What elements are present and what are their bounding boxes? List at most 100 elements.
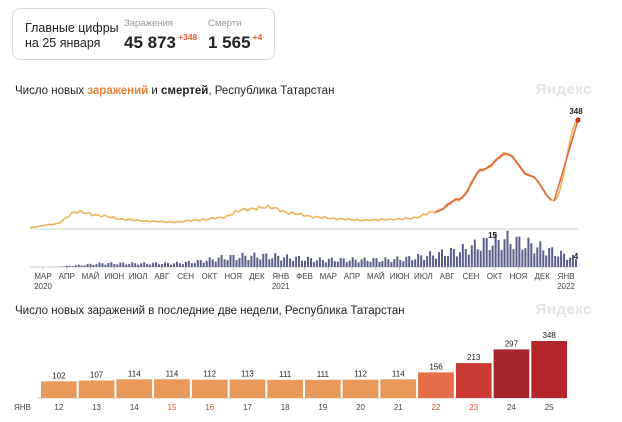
deaths-bar <box>426 256 429 267</box>
deaths-bar <box>292 260 295 267</box>
x-tick-label: АВГ <box>440 272 456 281</box>
deaths-bar <box>149 264 152 267</box>
deaths-bar <box>572 254 574 267</box>
deaths-bar <box>342 258 345 267</box>
deaths-stat: Смерти 1 565 +4 <box>208 18 262 53</box>
deaths-bar <box>393 259 396 267</box>
deaths-bar <box>345 262 348 267</box>
bar-category-label: 17 <box>243 403 252 412</box>
deaths-bar <box>348 260 351 267</box>
deaths-bar <box>357 262 360 267</box>
deaths-bar <box>280 260 283 267</box>
deaths-bar <box>464 249 467 267</box>
deaths-bar <box>217 257 220 267</box>
bar-value-label: 112 <box>203 370 216 379</box>
deaths-bar <box>238 258 241 267</box>
deaths-bar <box>488 250 491 267</box>
daily-bar <box>191 379 228 398</box>
deaths-bar <box>265 253 268 267</box>
deaths-bar <box>259 259 262 267</box>
deaths-bar <box>256 257 259 267</box>
deaths-bar <box>482 237 485 267</box>
bar-value-label: 107 <box>90 370 104 379</box>
deaths-bar <box>193 263 196 267</box>
deaths-bar <box>307 256 309 267</box>
deaths-bar <box>83 265 86 267</box>
deaths-bar <box>164 262 166 267</box>
deaths-bar <box>65 265 68 267</box>
deaths-bar <box>187 260 190 267</box>
deaths-bar <box>387 259 390 267</box>
deaths-bar <box>438 252 440 267</box>
bar-category-label: 16 <box>205 403 214 412</box>
bar-category-label: 19 <box>318 403 327 412</box>
chart1-title-prefix: Число новых <box>15 85 88 97</box>
deaths-bar <box>68 265 71 267</box>
deaths-bar <box>202 262 205 267</box>
bar-value-label: 213 <box>467 353 481 362</box>
cases-delta: +348 <box>178 32 198 42</box>
deaths-bar <box>485 238 488 267</box>
deaths-bar <box>324 262 327 267</box>
bar-value-label: 111 <box>317 370 330 379</box>
deaths-delta: +4 <box>252 32 263 42</box>
deaths-bar <box>134 263 137 267</box>
deaths-bar <box>181 264 184 267</box>
deaths-bar <box>417 254 420 267</box>
infections-final-spike <box>553 119 579 202</box>
bar-value-label: 111 <box>279 370 292 379</box>
deaths-bar <box>289 258 292 267</box>
deaths-bar <box>122 262 125 267</box>
daily-bar <box>116 379 153 398</box>
x-tick-label: ИЮН <box>390 272 410 281</box>
deaths-bar <box>423 259 426 267</box>
bar-category-label: 23 <box>469 403 478 412</box>
deaths-bar <box>560 250 563 267</box>
deaths-last-label: 4 <box>574 252 579 261</box>
deaths-bar <box>214 261 217 267</box>
deaths-bar <box>301 260 303 267</box>
deaths-bar <box>268 259 271 267</box>
daily-bar <box>41 381 77 398</box>
deaths-bar <box>381 260 384 267</box>
deaths-bar <box>161 264 163 267</box>
deaths-bar <box>170 264 172 267</box>
x-tick-year: 2022 <box>557 282 575 291</box>
deaths-bar <box>74 265 77 267</box>
deaths-label: Смерти <box>208 18 242 29</box>
brand-logo-top: Яндекс <box>535 81 592 98</box>
daily-bar <box>531 341 567 398</box>
deaths-bar <box>244 255 247 267</box>
daily-bar <box>267 379 303 398</box>
deaths-bar <box>339 257 342 267</box>
deaths-bar <box>92 265 95 267</box>
deaths-bar <box>315 260 318 267</box>
deaths-bar <box>476 249 479 267</box>
deaths-bar <box>473 239 476 267</box>
x-tick-label: ИЮЛ <box>414 272 433 281</box>
bar-category-label: 25 <box>545 403 554 412</box>
bar-value-label: 114 <box>128 369 141 378</box>
cases-value: 45 873 <box>124 33 176 52</box>
bars-month-label: ЯНВ <box>14 403 31 412</box>
deaths-bar <box>226 260 229 267</box>
deaths-bar <box>128 263 131 267</box>
bar-category-label: 18 <box>281 403 290 412</box>
bar-value-label: 112 <box>354 370 367 379</box>
deaths-bar <box>575 259 577 267</box>
deaths-bar <box>566 259 569 267</box>
deaths-bar <box>536 247 539 267</box>
deaths-bar <box>184 261 187 267</box>
deaths-bar <box>524 248 527 267</box>
deaths-bar <box>283 257 286 267</box>
deaths-peak-label: 15 <box>488 231 497 240</box>
deaths-bar <box>220 255 223 267</box>
deaths-bar <box>366 260 369 267</box>
deaths-bar <box>312 262 315 267</box>
deaths-bar <box>178 263 181 267</box>
deaths-bar <box>241 252 244 267</box>
summary-heading: Главные цифры на 25 января <box>25 21 119 50</box>
deaths-bar <box>449 248 452 267</box>
x-tick-label: СЕН <box>177 272 194 281</box>
daily-bar <box>418 372 454 398</box>
